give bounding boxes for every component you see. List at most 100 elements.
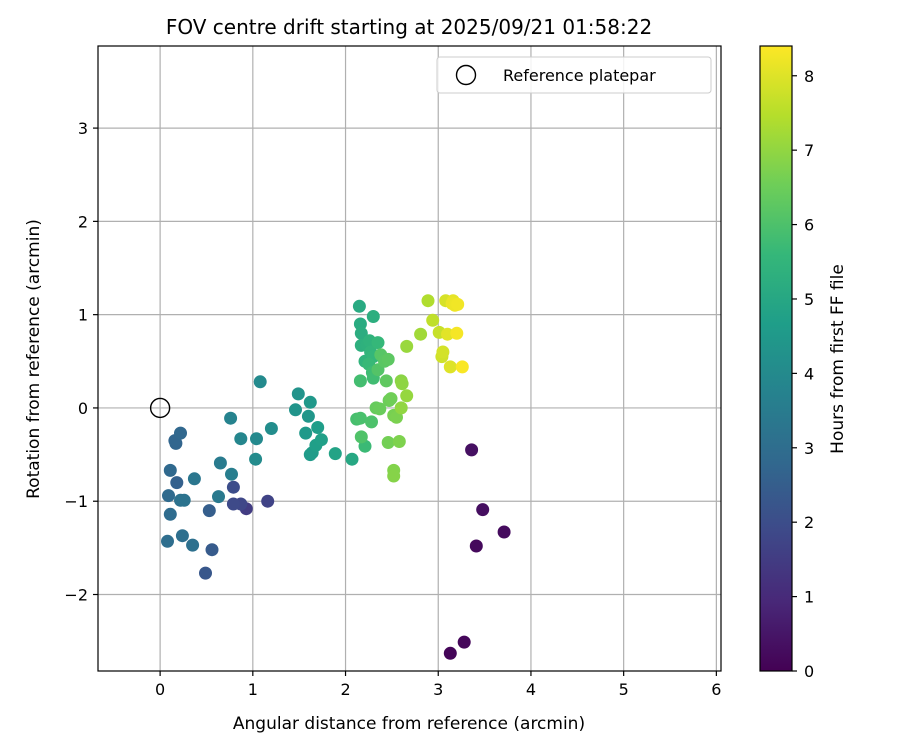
data-point (224, 411, 238, 425)
data-point (311, 421, 325, 434)
data-point (384, 392, 398, 406)
data-point (381, 352, 395, 366)
x-tick-label: 1 (248, 680, 258, 699)
data-point (476, 503, 490, 517)
plot-frame (97, 45, 722, 672)
data-point (455, 360, 469, 374)
data-point (414, 327, 428, 341)
x-axis-ticks: 0 1 2 3 4 5 6 (155, 671, 721, 699)
data-point (381, 436, 395, 449)
data-point (497, 525, 511, 539)
colorbar-tick-label: 4 (804, 364, 814, 383)
y-tick-label: −1 (64, 492, 88, 511)
data-point (450, 326, 464, 340)
data-point (175, 529, 189, 543)
colorbar-tick-label: 0 (804, 662, 814, 681)
colorbar-tick-label: 5 (804, 290, 814, 309)
data-point (469, 539, 483, 553)
data-point (354, 326, 368, 340)
reference-marker-group (149, 397, 171, 419)
data-point (387, 469, 401, 483)
y-tick-label: −2 (64, 586, 88, 605)
data-point (451, 297, 465, 311)
data-point (457, 635, 471, 649)
legend-marker (455, 64, 477, 86)
data-point (225, 467, 238, 481)
chart-title: FOV centre drift starting at 2025/09/21 … (166, 15, 652, 39)
colorbar-tick-label: 3 (804, 439, 814, 458)
data-point (162, 489, 175, 503)
data-point (291, 387, 305, 401)
x-axis-label: Angular distance from reference (arcmin) (233, 714, 585, 734)
legend-entry-label: Reference platepar (503, 66, 656, 85)
y-axis-label: Rotation from reference (arcmin) (24, 219, 44, 499)
data-point (174, 426, 187, 440)
data-point (354, 430, 368, 444)
data-point (443, 646, 457, 660)
y-tick-label: 0 (78, 399, 88, 418)
data-point (249, 452, 263, 466)
data-point (163, 463, 177, 477)
data-point (250, 432, 263, 446)
data-point (199, 566, 212, 580)
colorbar: 0 1 2 3 4 5 6 7 8 Hours from first FF file (759, 45, 848, 681)
colorbar-tick-label: 7 (804, 141, 814, 160)
data-point (234, 432, 248, 446)
data-point (395, 377, 409, 391)
data-point (371, 336, 385, 350)
data-point (186, 538, 200, 552)
colorbar-tick-label: 6 (804, 216, 814, 235)
x-tick-label: 6 (711, 680, 721, 699)
colorbar-gradient (760, 46, 792, 671)
data-point (353, 374, 367, 388)
data-point (264, 422, 278, 435)
data-point (253, 375, 267, 389)
data-point (212, 490, 225, 504)
data-point (314, 433, 328, 447)
colorbar-tick-label: 8 (804, 67, 814, 86)
x-tick-label: 3 (433, 680, 443, 699)
data-point (365, 415, 378, 429)
data-point (213, 456, 227, 470)
data-point (379, 374, 393, 388)
y-tick-label: 3 (78, 119, 88, 138)
data-point (289, 403, 302, 417)
x-tick-label: 2 (340, 680, 350, 699)
legend-box (436, 56, 712, 94)
data-point (299, 426, 313, 440)
data-point (328, 447, 342, 461)
data-point (205, 543, 219, 557)
data-point (226, 480, 240, 494)
data-point (353, 411, 367, 425)
colorbar-tick-label: 2 (804, 513, 814, 532)
colorbar-ticks: 0 1 2 3 4 5 6 7 8 (792, 67, 814, 681)
data-points (161, 294, 511, 660)
data-point (303, 395, 317, 409)
y-tick-label: 1 (78, 306, 88, 325)
data-point (400, 389, 414, 403)
y-tick-label: 2 (78, 212, 88, 231)
data-point (394, 401, 408, 415)
data-point (187, 472, 201, 486)
data-point (202, 504, 216, 518)
data-point (261, 494, 275, 508)
grid (98, 46, 721, 671)
y-axis-ticks: −2 −1 0 1 2 3 (64, 119, 98, 605)
data-point (373, 402, 387, 416)
data-point (177, 493, 191, 507)
data-point (436, 345, 450, 359)
data-point (301, 409, 315, 423)
colorbar-tick-label: 1 (804, 588, 814, 607)
data-point (366, 310, 380, 323)
reference-platepar-marker (149, 397, 171, 419)
data-point (421, 294, 435, 308)
colorbar-label: Hours from first FF file (828, 264, 848, 454)
data-point (465, 443, 479, 457)
legend: Reference platepar (436, 56, 712, 94)
data-point (163, 507, 177, 521)
data-point (170, 476, 184, 490)
data-point (443, 360, 457, 374)
data-point (352, 299, 366, 313)
